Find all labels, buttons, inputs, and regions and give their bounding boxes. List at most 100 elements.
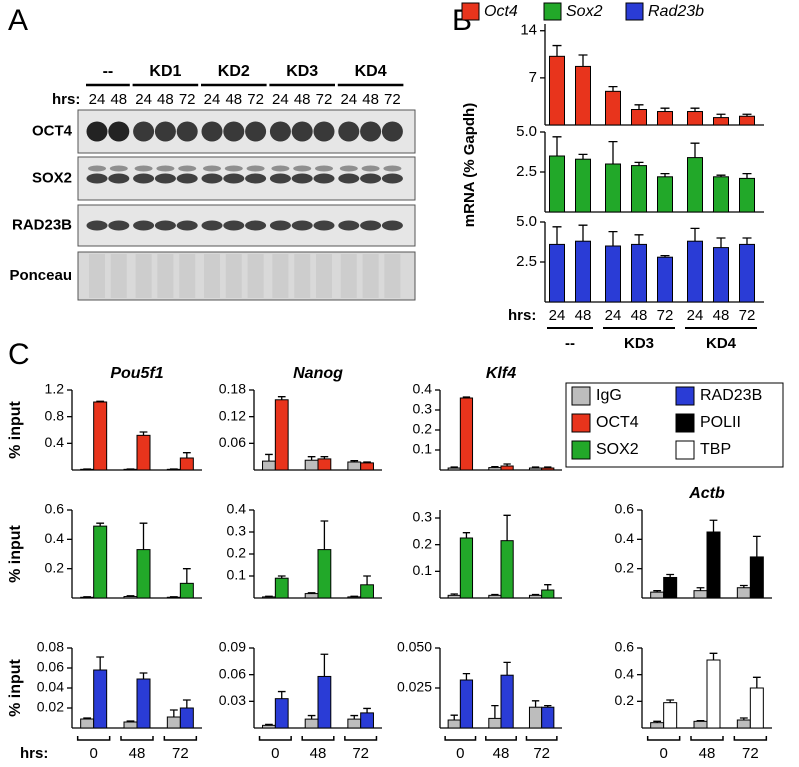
error-bar	[320, 653, 329, 677]
x-tick-label: 0	[456, 745, 464, 762]
bar	[739, 243, 755, 303]
error-bar	[277, 690, 286, 699]
y-tick-label: 1.2	[45, 381, 65, 397]
band	[223, 220, 245, 231]
row-label: RAD23B	[12, 216, 72, 233]
bar	[687, 240, 703, 303]
error-bar	[696, 587, 705, 591]
error-bar	[660, 254, 670, 258]
y-tick-label: 0.1	[227, 567, 247, 583]
legend-swatch	[461, 2, 480, 21]
legend-box	[565, 382, 784, 468]
band	[88, 165, 106, 172]
lane-label: 24	[340, 91, 357, 108]
group-label: --	[565, 335, 575, 352]
bar	[706, 531, 721, 599]
ponceau-lane	[89, 254, 105, 298]
band	[246, 165, 265, 172]
y-tick-label: 2.5	[516, 253, 537, 270]
error-bar	[307, 592, 316, 594]
bar	[657, 256, 673, 303]
bar	[541, 706, 555, 729]
bar	[736, 719, 751, 729]
bar	[459, 397, 474, 471]
error-bar	[182, 452, 191, 458]
group-label: KD2	[218, 63, 250, 80]
chart-title: Pou5f1	[110, 365, 163, 382]
error-bar	[608, 230, 618, 246]
lane-label: 24	[272, 91, 289, 108]
error-bar	[653, 590, 662, 593]
bar	[713, 247, 729, 303]
band	[338, 220, 360, 231]
x-bracket	[120, 736, 154, 741]
bar	[317, 675, 332, 729]
bar	[360, 712, 374, 729]
y-tick-label: 0.025	[397, 679, 432, 695]
band	[133, 220, 155, 231]
group-label: KD1	[149, 63, 181, 80]
x-tick-label: 24	[605, 307, 622, 324]
band	[360, 121, 382, 142]
legend-swatch	[571, 413, 591, 433]
y-tick-label: 5.0	[516, 213, 537, 230]
error-bar	[690, 142, 700, 158]
error-bar	[716, 113, 726, 118]
bar	[500, 465, 514, 471]
band	[86, 173, 108, 184]
bar	[262, 724, 276, 729]
error-bar	[552, 44, 562, 57]
y-tick-label: 0.3	[413, 401, 433, 417]
band	[156, 165, 175, 172]
lane-label: 72	[179, 91, 196, 108]
panel-label: A	[8, 4, 28, 37]
band	[338, 121, 360, 142]
legend-label: SOX2	[596, 441, 639, 458]
error-bar	[139, 672, 148, 679]
legend-swatch	[543, 2, 562, 21]
y-tick-label: 0.6	[615, 639, 635, 655]
x-tick-label: 24	[549, 307, 566, 324]
band	[271, 165, 290, 172]
bar	[663, 576, 678, 599]
ponceau-lane	[316, 254, 332, 298]
bar	[347, 596, 362, 599]
bar	[262, 596, 276, 599]
error-bar	[265, 453, 273, 462]
bar	[317, 549, 332, 599]
y-tick-label: 0.4	[45, 530, 65, 546]
y-tick-label: 0.2	[615, 692, 635, 708]
lane-label: 24	[89, 91, 106, 108]
bar	[528, 467, 543, 471]
bar	[575, 240, 591, 303]
band	[176, 173, 198, 184]
y-tick-label: 0.3	[227, 523, 247, 539]
y-tick-label: 0.18	[219, 381, 246, 397]
y-tick-label: 0.050	[397, 639, 432, 655]
x-bracket	[525, 736, 558, 741]
bar	[459, 679, 474, 729]
error-bar	[742, 172, 752, 179]
legend-swatch	[675, 386, 695, 406]
x-tick-label: 48	[575, 307, 592, 324]
error-bar	[709, 519, 718, 532]
band	[313, 220, 335, 231]
y-tick-label: 0.02	[37, 699, 64, 715]
y-tick-label: 2.5	[516, 163, 537, 180]
bar	[360, 462, 374, 471]
band	[154, 173, 176, 184]
y-tick-label: 0.8	[45, 407, 65, 423]
band	[223, 173, 245, 184]
bar	[447, 594, 461, 599]
error-bar	[83, 717, 92, 719]
band	[360, 220, 382, 231]
y-axis-label: % input	[7, 400, 24, 458]
band	[291, 173, 313, 184]
ponceau-lane	[362, 254, 379, 298]
bar	[93, 669, 108, 729]
error-bar	[96, 522, 105, 527]
group-label: --	[103, 63, 114, 80]
bar	[549, 55, 565, 126]
y-tick-label: 0.2	[615, 559, 635, 575]
error-bar	[608, 85, 618, 92]
